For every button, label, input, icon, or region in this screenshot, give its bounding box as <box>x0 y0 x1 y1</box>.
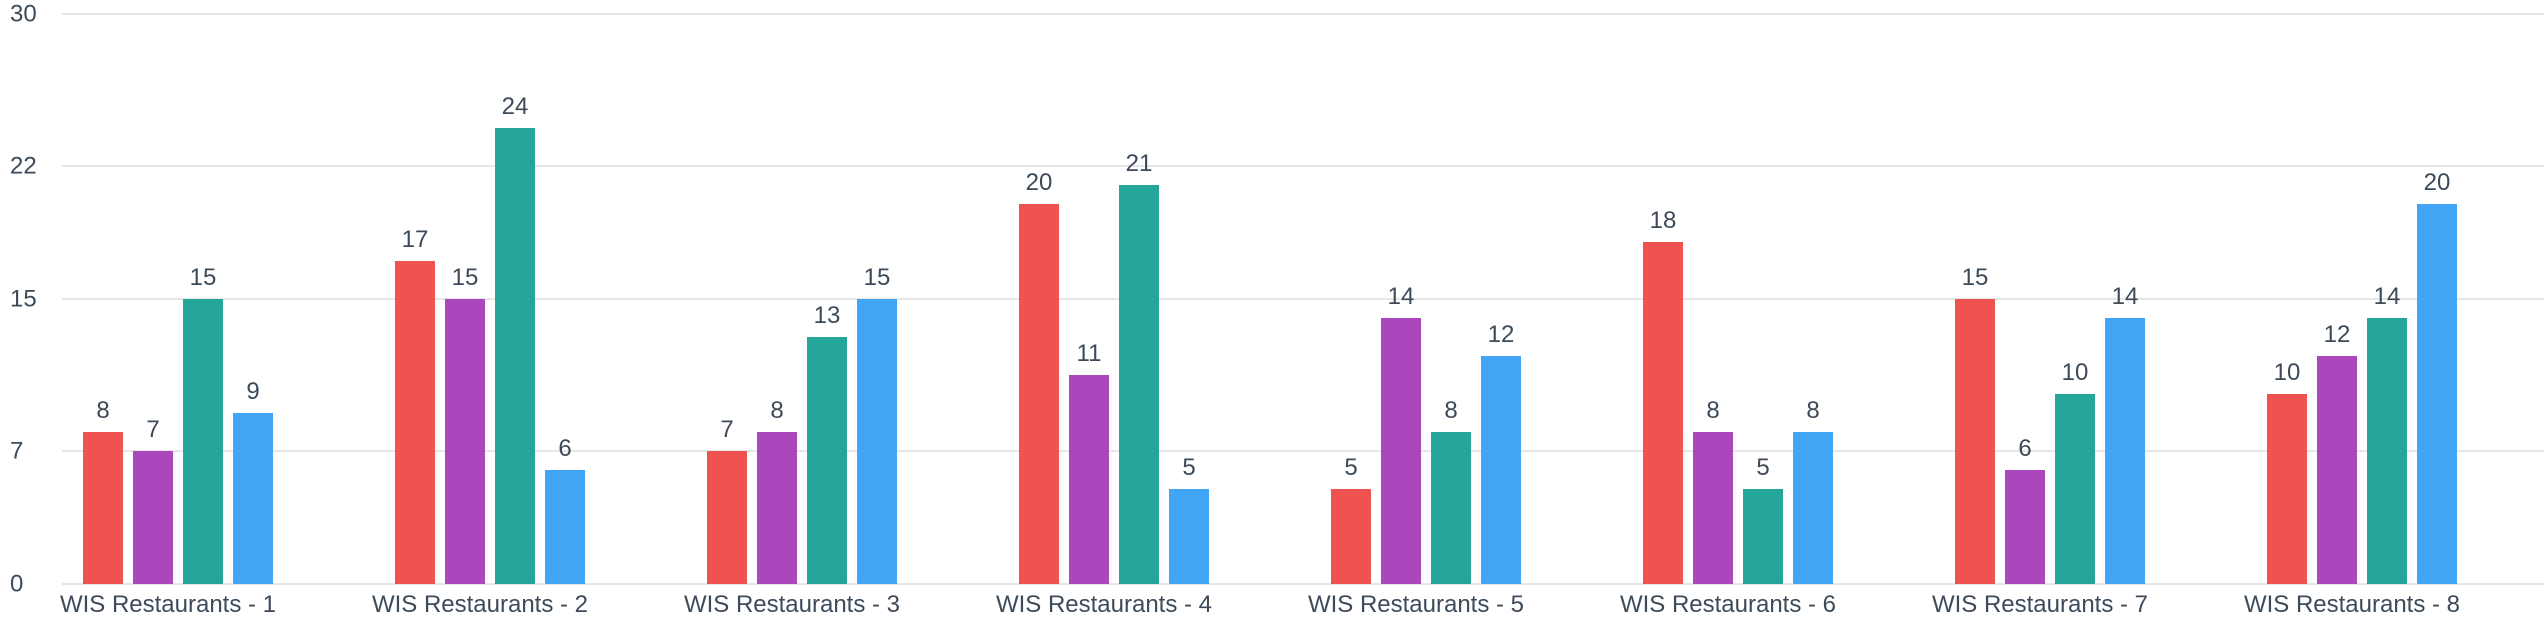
bar <box>445 299 485 584</box>
data-label: 11 <box>1077 340 1102 367</box>
y-tick-label: 7 <box>10 438 23 465</box>
data-label: 8 <box>1444 397 1457 424</box>
data-label: 14 <box>2374 283 2401 310</box>
bar <box>1169 489 1209 584</box>
x-tick-label: WIS Restaurants - 6 <box>1620 591 1836 618</box>
bar <box>707 451 747 584</box>
bar <box>133 451 173 584</box>
bar <box>545 470 585 584</box>
data-label: 8 <box>1706 397 1719 424</box>
bar <box>807 337 847 584</box>
data-label: 24 <box>502 93 529 120</box>
data-label: 5 <box>1344 454 1357 481</box>
data-label: 18 <box>1650 207 1677 234</box>
bar <box>757 432 797 584</box>
bar <box>233 413 273 584</box>
bar <box>2417 204 2457 584</box>
y-tick-label: 0 <box>10 571 23 598</box>
bar <box>2005 470 2045 584</box>
y-tick-label: 30 <box>10 1 37 28</box>
bar <box>1643 242 1683 584</box>
data-label: 20 <box>1026 169 1053 196</box>
bar <box>495 128 535 584</box>
data-label: 15 <box>864 264 891 291</box>
bar <box>2105 318 2145 584</box>
data-label: 6 <box>2018 435 2031 462</box>
x-tick-label: WIS Restaurants - 3 <box>684 591 900 618</box>
data-label: 20 <box>2424 169 2451 196</box>
bar <box>1955 299 1995 584</box>
x-axis-ticks: WIS Restaurants - 1 WIS Restaurants - 2 WI… <box>60 591 2460 618</box>
bar <box>1743 489 1783 584</box>
data-label: 5 <box>1756 454 1769 481</box>
bar <box>2267 394 2307 584</box>
bar <box>1119 185 1159 584</box>
bar <box>857 299 897 584</box>
data-label: 9 <box>246 378 259 405</box>
data-label: 14 <box>1388 283 1415 310</box>
data-label: 17 <box>402 226 429 253</box>
bar <box>1481 356 1521 584</box>
data-label: 14 <box>2112 283 2139 310</box>
data-label: 8 <box>770 397 783 424</box>
bar <box>183 299 223 584</box>
x-tick-label: WIS Restaurants - 2 <box>372 591 588 618</box>
bar <box>1019 204 1059 584</box>
data-label: 6 <box>558 435 571 462</box>
bar <box>395 261 435 584</box>
data-label: 12 <box>2324 321 2351 348</box>
x-tick-label: WIS Restaurants - 1 <box>60 591 276 618</box>
data-label: 8 <box>96 397 109 424</box>
data-label: 5 <box>1182 454 1195 481</box>
bar <box>83 432 123 584</box>
y-axis-ticks: 0 7 15 22 30 <box>10 1 37 598</box>
x-tick-label: WIS Restaurants - 8 <box>2244 591 2460 618</box>
y-tick-label: 15 <box>10 286 37 313</box>
bar <box>2055 394 2095 584</box>
data-label: 15 <box>452 264 479 291</box>
y-tick-label: 22 <box>10 153 37 180</box>
data-label: 12 <box>1488 321 1515 348</box>
data-label: 8 <box>1806 397 1819 424</box>
bar <box>1793 432 1833 584</box>
bar <box>1693 432 1733 584</box>
bar <box>1069 375 1109 584</box>
data-label: 13 <box>814 302 841 329</box>
x-tick-label: WIS Restaurants - 7 <box>1932 591 2148 618</box>
bar <box>1431 432 1471 584</box>
data-label: 15 <box>190 264 217 291</box>
bar <box>2317 356 2357 584</box>
bar <box>1381 318 1421 584</box>
bars <box>83 128 2457 584</box>
bar <box>2367 318 2407 584</box>
data-label: 10 <box>2062 359 2089 386</box>
x-tick-label: WIS Restaurants - 5 <box>1308 591 1524 618</box>
data-label: 7 <box>720 416 733 443</box>
data-label: 10 <box>2274 359 2301 386</box>
bar <box>1331 489 1371 584</box>
data-label: 7 <box>146 416 159 443</box>
data-labels: 8 7 15 9 17 15 24 6 7 8 13 15 20 11 21 5 5 14 8 12 18 8 5 8 15 6 1… <box>96 93 2450 481</box>
x-tick-label: WIS Restaurants - 4 <box>996 591 1212 618</box>
data-label: 21 <box>1126 150 1153 177</box>
data-label: 15 <box>1962 264 1989 291</box>
